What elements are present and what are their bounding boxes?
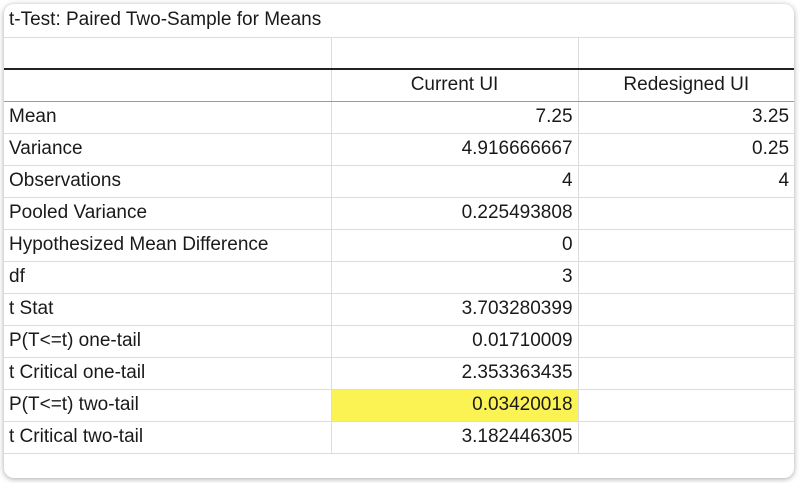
row-label-variance[interactable]: Variance bbox=[4, 133, 332, 166]
variance-current[interactable]: 4.916666667 bbox=[331, 133, 579, 166]
ttest-results-table: t-Test: Paired Two-Sample for Means Curr… bbox=[4, 4, 794, 454]
row-label-observations[interactable]: Observations bbox=[4, 165, 332, 198]
table-row: P(T<=t) two-tail 0.03420018 bbox=[4, 389, 794, 422]
cell-blank-b[interactable] bbox=[331, 37, 579, 70]
pooled-variance-redesigned[interactable] bbox=[578, 197, 794, 230]
variance-redesigned[interactable]: 0.25 bbox=[578, 133, 794, 166]
t-stat-redesigned[interactable] bbox=[578, 293, 794, 326]
observations-current[interactable]: 4 bbox=[331, 165, 579, 198]
cell-blank-a[interactable] bbox=[4, 37, 332, 70]
row-label-p-two-tail[interactable]: P(T<=t) two-tail bbox=[4, 389, 332, 422]
p-one-tail-current[interactable]: 0.01710009 bbox=[331, 325, 579, 358]
mean-current[interactable]: 7.25 bbox=[331, 101, 579, 134]
table-row: t Critical one-tail 2.353363435 bbox=[4, 357, 794, 390]
table-row: P(T<=t) one-tail 0.01710009 bbox=[4, 325, 794, 358]
row-label-t-stat[interactable]: t Stat bbox=[4, 293, 332, 326]
observations-redesigned[interactable]: 4 bbox=[578, 165, 794, 198]
row-label-df[interactable]: df bbox=[4, 261, 332, 294]
row-label-p-one-tail[interactable]: P(T<=t) one-tail bbox=[4, 325, 332, 358]
pooled-variance-current[interactable]: 0.225493808 bbox=[331, 197, 579, 230]
row-label-mean[interactable]: Mean bbox=[4, 101, 332, 134]
t-critical-two-tail-redesigned[interactable] bbox=[578, 421, 794, 454]
cell-title-empty[interactable] bbox=[578, 4, 794, 38]
p-one-tail-redesigned[interactable] bbox=[578, 325, 794, 358]
row-label-hypothesized-mean-difference[interactable]: Hypothesized Mean Difference bbox=[4, 229, 332, 262]
row-label-pooled-variance[interactable]: Pooled Variance bbox=[4, 197, 332, 230]
table-row: Variance 4.916666667 0.25 bbox=[4, 133, 794, 166]
t-critical-one-tail-current[interactable]: 2.353363435 bbox=[331, 357, 579, 390]
title-row: t-Test: Paired Two-Sample for Means bbox=[4, 4, 794, 38]
table-title[interactable]: t-Test: Paired Two-Sample for Means bbox=[4, 4, 579, 38]
table-row: t Critical two-tail 3.182446305 bbox=[4, 421, 794, 454]
blank-row bbox=[4, 37, 794, 70]
t-critical-one-tail-redesigned[interactable] bbox=[578, 357, 794, 390]
table-row: df 3 bbox=[4, 261, 794, 294]
table-row: Observations 4 4 bbox=[4, 165, 794, 198]
df-current[interactable]: 3 bbox=[331, 261, 579, 294]
hypothesized-mean-difference-current[interactable]: 0 bbox=[331, 229, 579, 262]
header-empty[interactable] bbox=[4, 69, 332, 102]
header-current-ui[interactable]: Current UI bbox=[331, 69, 579, 102]
df-redesigned[interactable] bbox=[578, 261, 794, 294]
cell-blank-c[interactable] bbox=[578, 37, 794, 70]
row-label-t-critical-one-tail[interactable]: t Critical one-tail bbox=[4, 357, 332, 390]
hypothesized-mean-difference-redesigned[interactable] bbox=[578, 229, 794, 262]
header-redesigned-ui[interactable]: Redesigned UI bbox=[578, 69, 794, 102]
t-stat-current[interactable]: 3.703280399 bbox=[331, 293, 579, 326]
table-row: t Stat 3.703280399 bbox=[4, 293, 794, 326]
mean-redesigned[interactable]: 3.25 bbox=[578, 101, 794, 134]
table-row: Hypothesized Mean Difference 0 bbox=[4, 229, 794, 262]
t-critical-two-tail-current[interactable]: 3.182446305 bbox=[331, 421, 579, 454]
p-two-tail-redesigned[interactable] bbox=[578, 389, 794, 422]
spreadsheet-window: t-Test: Paired Two-Sample for Means Curr… bbox=[4, 4, 794, 478]
p-two-tail-current-highlighted[interactable]: 0.03420018 bbox=[331, 389, 579, 422]
table-row: Mean 7.25 3.25 bbox=[4, 101, 794, 134]
row-label-t-critical-two-tail[interactable]: t Critical two-tail bbox=[4, 421, 332, 454]
header-row: Current UI Redesigned UI bbox=[4, 69, 794, 102]
table-row: Pooled Variance 0.225493808 bbox=[4, 197, 794, 230]
